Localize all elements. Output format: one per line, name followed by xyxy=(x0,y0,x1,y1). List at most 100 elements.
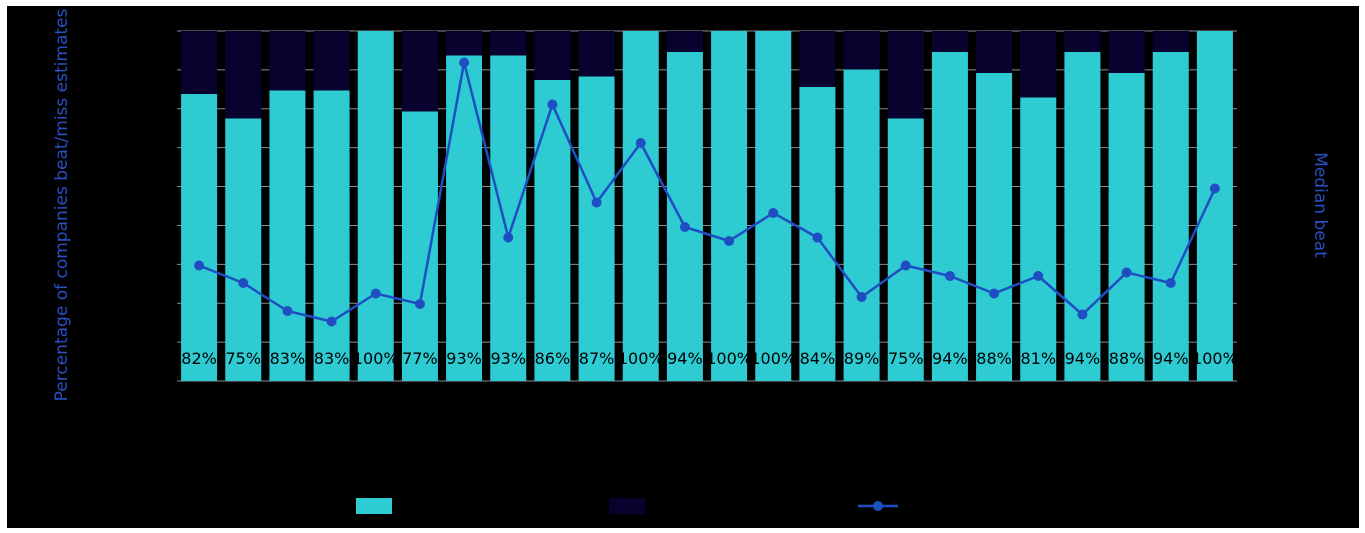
median-beat-point xyxy=(768,208,779,218)
bar-value-label: 100% xyxy=(706,349,752,368)
median-beat-point xyxy=(900,260,911,271)
bar-beat xyxy=(843,69,880,381)
median-beat-point xyxy=(547,99,558,110)
bar-beat xyxy=(225,118,262,381)
legend-median-line-icon xyxy=(858,501,898,511)
bar-beat xyxy=(1020,97,1057,381)
bar-miss xyxy=(666,31,703,52)
median-beat-point xyxy=(459,57,470,68)
bar-miss xyxy=(490,31,527,56)
median-beat-point xyxy=(635,138,646,148)
bar-beat xyxy=(931,52,968,381)
median-beat-line xyxy=(198,61,1217,323)
median-beat-point xyxy=(812,232,823,243)
left-axis-title: Percentage of companies beat/miss estima… xyxy=(52,8,72,402)
bar-miss xyxy=(931,31,968,52)
median-beat-point xyxy=(591,197,602,208)
bar-beat xyxy=(269,90,306,381)
right-axis-title: Median beat xyxy=(1310,152,1330,258)
bar-beat xyxy=(1108,73,1145,381)
bar-beat xyxy=(446,55,483,381)
bar-beat xyxy=(578,76,615,381)
bar-value-label: 86% xyxy=(535,349,571,368)
legend-beat-swatch xyxy=(356,498,392,514)
bar-beat xyxy=(1152,52,1189,381)
bar-value-label: 100% xyxy=(618,349,664,368)
median-beat-point xyxy=(989,288,1000,299)
bar-labels: 82% 75% 83% 83% 100% 77% 93% 93% 86% 87% 100% 94% 10… xyxy=(181,349,1237,368)
median-beat-point xyxy=(503,232,514,243)
bar-beat xyxy=(357,31,394,381)
median-beat-point xyxy=(1033,271,1044,281)
bar-beat xyxy=(181,94,218,381)
bar-value-label: 87% xyxy=(579,349,615,368)
median-beat-point xyxy=(194,260,205,271)
bar-beat xyxy=(976,73,1013,381)
median-beat-point xyxy=(856,292,867,302)
bar-value-label: 75% xyxy=(225,349,261,368)
bar-miss xyxy=(401,31,438,112)
median-beat-point xyxy=(1121,267,1132,278)
bar-value-label: 100% xyxy=(1192,349,1238,368)
bar-miss xyxy=(887,31,924,119)
bar-miss xyxy=(1108,31,1145,73)
gridlines xyxy=(177,30,1237,382)
bar-miss xyxy=(446,31,483,56)
bar-beat xyxy=(401,111,438,381)
median-beat-series xyxy=(194,57,1220,327)
bar-miss xyxy=(1064,31,1101,52)
bar-beat xyxy=(622,31,659,381)
bar-beat xyxy=(313,90,350,381)
bar-beat xyxy=(666,52,703,381)
bar-beat xyxy=(887,118,924,381)
bar-value-label: 93% xyxy=(446,349,482,368)
median-beat-point xyxy=(724,236,735,246)
bar-miss xyxy=(799,31,836,87)
bar-beat xyxy=(534,80,571,381)
median-beat-point xyxy=(1209,183,1220,194)
median-beat-point xyxy=(326,316,337,327)
median-beat-point xyxy=(679,222,690,232)
bar-beat xyxy=(755,31,792,381)
bar-value-label: 84% xyxy=(800,349,836,368)
bar-beat xyxy=(1064,52,1101,381)
bar-miss xyxy=(534,31,571,80)
median-beat-point xyxy=(1077,309,1088,320)
bar-value-label: 81% xyxy=(1020,349,1056,368)
bar-value-label: 75% xyxy=(888,349,924,368)
bar-beat xyxy=(490,55,527,381)
bar-value-label: 94% xyxy=(667,349,703,368)
bar-value-label: 83% xyxy=(314,349,350,368)
legend-miss-swatch xyxy=(609,498,645,514)
bar-value-label: 83% xyxy=(270,349,306,368)
bar-miss xyxy=(313,31,350,91)
median-beat-point xyxy=(282,306,293,316)
bar-value-label: 77% xyxy=(402,349,438,368)
median-beat-point xyxy=(1165,278,1176,288)
median-beat-point xyxy=(238,278,249,288)
bar-value-label: 100% xyxy=(750,349,796,368)
bar-value-label: 88% xyxy=(1109,349,1145,368)
bar-value-label: 94% xyxy=(1153,349,1189,368)
bar-miss xyxy=(578,31,615,77)
bar-miss xyxy=(181,31,218,94)
bar-value-label: 100% xyxy=(353,349,399,368)
bar-value-label: 94% xyxy=(932,349,968,368)
bar-beat xyxy=(711,31,748,381)
bar-miss xyxy=(976,31,1013,73)
bar-beat xyxy=(1196,31,1233,381)
bar-value-label: 88% xyxy=(976,349,1012,368)
bar-miss xyxy=(843,31,880,70)
median-beat-point xyxy=(944,271,955,281)
median-beat-point xyxy=(370,288,381,299)
median-beat-point xyxy=(414,299,425,309)
bar-value-label: 94% xyxy=(1065,349,1101,368)
bar-value-label: 93% xyxy=(490,349,526,368)
bar-miss xyxy=(269,31,306,91)
bar-miss xyxy=(225,31,262,119)
bar-value-label: 82% xyxy=(181,349,217,368)
bar-miss xyxy=(1152,31,1189,52)
bars xyxy=(181,31,1233,381)
bar-value-label: 89% xyxy=(844,349,880,368)
